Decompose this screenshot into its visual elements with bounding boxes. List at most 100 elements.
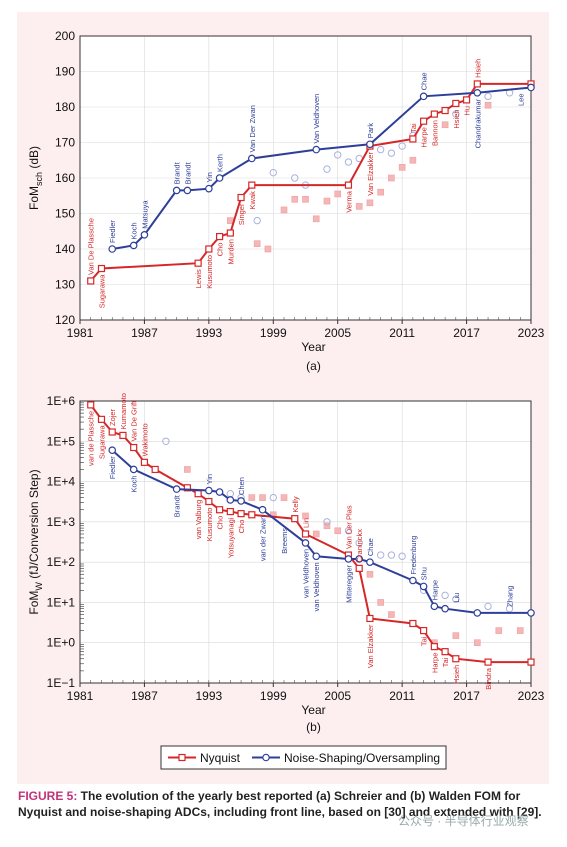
author-annotation: Van Veldhoven xyxy=(312,94,321,144)
nyquist-point xyxy=(462,96,471,104)
nyquist-point xyxy=(291,515,299,523)
nyquist-point xyxy=(119,431,127,439)
author-annotation: van Valburg xyxy=(194,500,203,539)
nyquist-point xyxy=(452,99,460,108)
y-axis-title: FoMW (fJ/Conversion Step) xyxy=(27,469,44,614)
x-tick-label: 2023 xyxy=(518,326,545,340)
nyquist-point xyxy=(420,626,428,635)
caption-text: The evolution of the yearly best reporte… xyxy=(18,789,542,819)
faded-ns-point xyxy=(323,165,331,173)
faded-ns-point xyxy=(505,604,514,613)
author-annotation: Chen xyxy=(237,477,246,495)
nyquist-point xyxy=(441,648,449,656)
x-tick-label: 1987 xyxy=(131,689,158,703)
noise-shaping-point xyxy=(301,539,310,547)
nyquist-point xyxy=(409,135,417,143)
author-annotation: Chae xyxy=(366,538,375,556)
x-tick-label: 1999 xyxy=(260,326,287,340)
nyquist-point xyxy=(527,658,535,666)
noise-shaping-point xyxy=(215,174,224,182)
y-tick-label: 200 xyxy=(55,29,75,43)
author-annotation: Chae xyxy=(420,72,429,90)
y-tick-label: 140 xyxy=(55,242,75,256)
author-annotation: Bannon xyxy=(430,120,439,146)
noise-shaping-point xyxy=(258,505,267,514)
author-annotation: Harpe xyxy=(420,127,429,147)
faded-nyquist-point xyxy=(377,599,384,606)
author-annotation: Tai xyxy=(409,123,418,133)
faded-ns-point xyxy=(355,539,363,547)
noise-shaping-point xyxy=(473,609,482,617)
chart-a: 120 130 140 150 160 170 180 190 200 1981 1987 1993 1… xyxy=(27,29,545,373)
nyquist-point xyxy=(473,80,481,88)
noise-shaping-point xyxy=(129,241,138,250)
nyquist-point xyxy=(87,277,95,285)
author-annotation: Mitteregger xyxy=(344,564,353,602)
faded-ns-point xyxy=(334,151,342,159)
x-tick-label: 1987 xyxy=(131,326,158,340)
author-annotation: Liu xyxy=(452,593,461,603)
faded-nyquist-point xyxy=(323,197,331,205)
author-annotation: Craninckx xyxy=(355,529,364,563)
author-annotation: Verma xyxy=(344,190,353,213)
y-axis-title: FoMsch (dB) xyxy=(27,146,44,210)
author-annotation: Shu xyxy=(420,567,429,580)
noise-shaping-point xyxy=(108,245,117,253)
author-annotation: Van Der Zwan xyxy=(248,105,257,152)
author-annotation: Kusumoto xyxy=(205,508,214,542)
author-annotation: Tai xyxy=(420,636,429,646)
nyquist-point xyxy=(484,658,492,666)
nyquist-point xyxy=(226,229,234,237)
plot-frame xyxy=(79,400,532,684)
nyquist-point xyxy=(108,428,116,436)
y-tick-label: 190 xyxy=(55,65,75,79)
x-axis-title: Year xyxy=(301,340,325,354)
faded-nyquist-point xyxy=(264,245,272,253)
faded-nyquist-point xyxy=(312,530,320,538)
author-annotation: Chandrakumar xyxy=(473,98,482,148)
author-annotation: Cho xyxy=(237,520,246,534)
legend-box xyxy=(160,745,447,770)
author-annotation: Murden xyxy=(226,239,235,264)
noise-shaping-point xyxy=(237,497,245,505)
panel-label: (b) xyxy=(306,720,321,734)
noise-shaping-point xyxy=(248,154,256,163)
author-annotation: Fiedler xyxy=(108,220,117,243)
y-tick-label: 1E+1 xyxy=(47,595,76,609)
faded-nyquist-point xyxy=(366,199,374,207)
faded-nyquist-point xyxy=(280,206,288,214)
author-annotation: Cho xyxy=(216,516,225,530)
author-annotation: Singer xyxy=(237,203,246,225)
legend-nyquist-marker xyxy=(178,753,186,762)
nyquist-point xyxy=(215,506,224,514)
faded-ns-point xyxy=(387,551,396,559)
author-annotation: Zojer xyxy=(108,408,117,426)
watermark: 公众号 · 半导体行业观察 xyxy=(398,814,529,828)
faded-nyquist-point xyxy=(184,466,191,473)
faded-ns-point xyxy=(323,518,331,526)
panel-label: (a) xyxy=(306,359,321,373)
nyquist-point xyxy=(366,614,374,623)
y-axis-title-main: FoM xyxy=(27,591,41,615)
noise-shaping-point xyxy=(172,186,181,195)
author-annotation: Van De Plassche xyxy=(87,218,96,275)
faded-nyquist-point xyxy=(355,203,363,210)
noise-shaping-point xyxy=(430,602,439,611)
faded-ns-point xyxy=(344,527,353,535)
author-annotation: Brandt xyxy=(173,494,182,517)
y-axis-title-unit: (dB) xyxy=(27,146,41,172)
y-tick-label: 160 xyxy=(55,171,75,185)
caption-label: FIGURE 5: xyxy=(18,789,78,803)
author-annotation: Lin xyxy=(302,518,311,528)
noise-shaping-point xyxy=(419,582,428,591)
author-annotation: Breems xyxy=(280,528,289,554)
nyquist-point xyxy=(430,110,438,118)
y-axis-title-unit: (fJ/Conversion Step) xyxy=(27,469,41,582)
noise-shaping-point xyxy=(527,83,535,92)
nyquist-point xyxy=(355,564,363,572)
faded-nyquist-point xyxy=(253,240,261,247)
faded-ns-point xyxy=(452,110,460,118)
faded-nyquist-point xyxy=(474,639,481,647)
x-tick-label: 2017 xyxy=(453,689,480,703)
